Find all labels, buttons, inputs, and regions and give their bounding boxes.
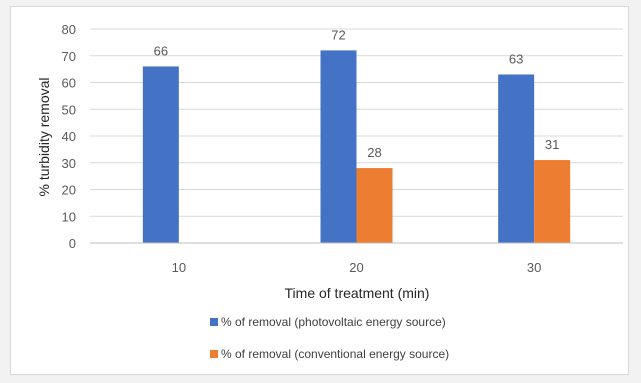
x-axis-ticks: 10 20 30 — [172, 260, 542, 275]
bar-photovoltaic-20 — [320, 50, 357, 244]
bars — [142, 50, 571, 244]
x-tick-label: 10 — [172, 260, 186, 275]
legend-label: % of removal (photovoltaic energy source… — [221, 315, 446, 329]
data-label: 63 — [509, 51, 523, 66]
y-tick-label: 50 — [62, 102, 76, 117]
y-tick-label: 70 — [62, 49, 76, 64]
x-tick-label: 20 — [349, 260, 363, 275]
bar-photovoltaic-10 — [142, 66, 179, 243]
legend-label: % of removal (conventional energy source… — [221, 347, 449, 361]
y-tick-label: 60 — [62, 76, 76, 91]
x-axis-title: Time of treatment (min) — [285, 285, 430, 301]
data-label: 28 — [367, 145, 381, 160]
bar-photovoltaic-30 — [498, 74, 535, 243]
legend-swatch — [210, 318, 218, 326]
y-tick-label: 0 — [69, 236, 76, 251]
data-label: 66 — [154, 43, 168, 58]
data-label: 31 — [545, 137, 559, 152]
data-labels: 66 72 28 63 31 — [154, 27, 560, 160]
y-tick-label: 10 — [62, 209, 76, 224]
bar-conventional-30 — [534, 160, 571, 243]
legend: % of removal (photovoltaic energy source… — [210, 315, 449, 361]
data-label: 72 — [331, 27, 345, 42]
y-tick-label: 30 — [62, 156, 76, 171]
x-tick-label: 30 — [527, 260, 541, 275]
bar-conventional-20 — [356, 168, 393, 243]
legend-swatch — [210, 350, 218, 358]
y-tick-label: 40 — [62, 129, 76, 144]
y-axis-title: % turbidity removal — [36, 77, 52, 196]
y-axis-ticks: 0 10 20 30 40 50 60 70 80 — [62, 22, 76, 251]
y-tick-label: 20 — [62, 183, 76, 198]
y-tick-label: 80 — [62, 22, 76, 37]
